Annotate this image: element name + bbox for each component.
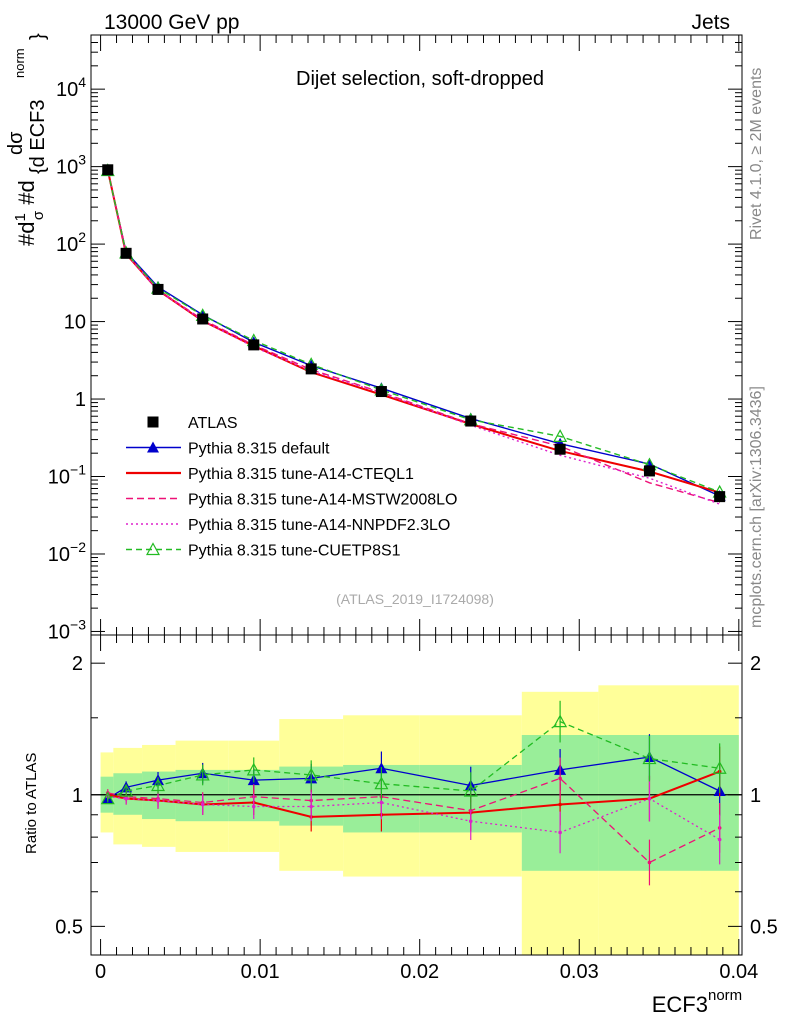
ratio-y-tick-label-right: 0.5 bbox=[750, 916, 778, 938]
ratio-panel: 0 0.01 0.02 0.03 0.04 0.5 0.5 1 1 2 2 bbox=[55, 35, 778, 983]
y-tick-label: 10−1 bbox=[48, 462, 86, 489]
main-data-point bbox=[553, 429, 568, 442]
ratio-data-point bbox=[304, 767, 319, 781]
ratio-data-point bbox=[200, 802, 205, 807]
ratio-data-point bbox=[558, 776, 562, 781]
uncertainty-band-green-bin bbox=[175, 769, 229, 822]
main-data-point bbox=[152, 283, 164, 295]
ratio-data-point bbox=[717, 837, 722, 842]
legend-marker bbox=[145, 542, 161, 556]
main-series-line bbox=[107, 170, 720, 505]
main-title-group: Dijet selection, soft-dropped (ATLAS_201… bbox=[296, 68, 544, 607]
ratio-data-point bbox=[642, 751, 657, 765]
x-tick-label: 0.01 bbox=[241, 961, 280, 983]
main-data-point bbox=[554, 443, 566, 455]
ratio-data-point bbox=[647, 796, 652, 801]
ratio-data-point bbox=[374, 776, 389, 790]
y-tick-label: 10 bbox=[64, 312, 86, 334]
ratio-data-point bbox=[309, 804, 313, 809]
ratio-data-point bbox=[246, 762, 261, 776]
ratio-data-point bbox=[156, 798, 160, 803]
y-tick-label: 103 bbox=[56, 152, 86, 179]
main-data-point bbox=[197, 313, 209, 325]
main-data-point bbox=[120, 247, 132, 259]
x-tick-label: 0.04 bbox=[719, 961, 758, 983]
ratio-data-point bbox=[151, 778, 166, 792]
y-axis-label-dECF3: {d ECF3 bbox=[27, 100, 49, 174]
legend-label: Pythia 8.315 tune-CUETP8S1 bbox=[188, 543, 401, 560]
x-axis-label: ECF3 bbox=[652, 992, 708, 1017]
legend-label: ATLAS bbox=[188, 415, 238, 432]
main-panel: 10−3 10−2 10−1 1 10 102 103 104 ATLAS Pythia 8.31… bbox=[48, 34, 743, 643]
main-data-point bbox=[305, 363, 317, 375]
ratio-y-tick-label-right: 2 bbox=[750, 653, 761, 675]
header-right: Jets bbox=[691, 11, 730, 34]
ratio-data-point bbox=[100, 791, 115, 805]
legend-marker bbox=[147, 416, 159, 428]
ratio-y-tick-label: 1 bbox=[72, 785, 83, 807]
rivet-version-label: Rivet 4.1.0, ≥ 2M events bbox=[748, 68, 765, 240]
x-tick-label: 0.03 bbox=[560, 961, 599, 983]
ratio-y-tick-label: 2 bbox=[72, 653, 83, 675]
x-axis-label-sup: norm bbox=[708, 987, 742, 1004]
y-tick-label: 104 bbox=[56, 74, 86, 101]
ratio-data-point bbox=[124, 796, 128, 801]
ratio-data-point bbox=[558, 830, 562, 835]
ratio-data-point bbox=[251, 804, 256, 809]
x-tick-label: 0.02 bbox=[400, 961, 439, 983]
ratio-data-point bbox=[379, 800, 384, 805]
main-series-line bbox=[107, 169, 720, 504]
y-axis-label-norm: norm bbox=[12, 48, 27, 78]
legend-label: Pythia 8.315 default bbox=[188, 441, 330, 458]
main-data-point bbox=[248, 339, 260, 351]
ratio-data-point bbox=[119, 783, 134, 797]
ratio-y-axis-label: Ratio to ATLAS bbox=[23, 753, 40, 854]
legend-marker bbox=[147, 441, 159, 453]
ratio-data-point bbox=[712, 760, 727, 774]
main-data-point bbox=[375, 386, 387, 398]
legend-label: Pythia 8.315 tune-A14-MSTW2008LO bbox=[188, 492, 457, 509]
legend: ATLAS Pythia 8.315 default Pythia 8.315 tu… bbox=[126, 415, 457, 560]
main-data-point bbox=[102, 164, 114, 176]
header-left: 13000 GeV pp bbox=[104, 11, 239, 34]
ratio-data-point bbox=[553, 714, 568, 728]
ratio-series-line bbox=[107, 720, 720, 800]
ratio-y-tick-label: 0.5 bbox=[55, 916, 83, 938]
main-data-point bbox=[643, 465, 655, 477]
y-tick-label: 10−2 bbox=[48, 539, 86, 566]
y-axis-label-main: #d1σ #d bbox=[12, 180, 47, 246]
ratio-data-point bbox=[558, 802, 562, 807]
legend-label: Pythia 8.315 tune-A14-CTEQL1 bbox=[188, 466, 414, 483]
x-axis-title: ECF3 norm bbox=[652, 987, 742, 1017]
ratio-data-point bbox=[195, 767, 210, 781]
main-data-point bbox=[714, 491, 726, 503]
main-y-axis-label: #d1σ #d dσ {d ECF3 norm } bbox=[5, 33, 49, 246]
ratio-data-point bbox=[468, 819, 473, 824]
main-data-point bbox=[465, 415, 477, 427]
y-axis-label-brace: } bbox=[27, 33, 49, 40]
ratio-data-point bbox=[647, 860, 652, 865]
legend-label: Pythia 8.315 tune-A14-NNPDF2.3LO bbox=[188, 517, 450, 534]
ratio-data-point bbox=[463, 783, 478, 797]
ratio-y-tick-label-right: 1 bbox=[750, 785, 761, 807]
y-tick-label: 10−3 bbox=[48, 616, 86, 643]
x-tick-label: 0 bbox=[95, 961, 106, 983]
y-axis-label-dsigma: dσ bbox=[5, 131, 27, 155]
analysis-watermark: (ATLAS_2019_I1724098) bbox=[336, 591, 494, 607]
y-tick-label: 1 bbox=[75, 389, 86, 411]
plot-title: Dijet selection, soft-dropped bbox=[296, 68, 544, 90]
mcplots-label: mcplots.cern.ch [arXiv:1306.3436] bbox=[748, 386, 765, 628]
y-tick-label: 102 bbox=[56, 229, 86, 256]
